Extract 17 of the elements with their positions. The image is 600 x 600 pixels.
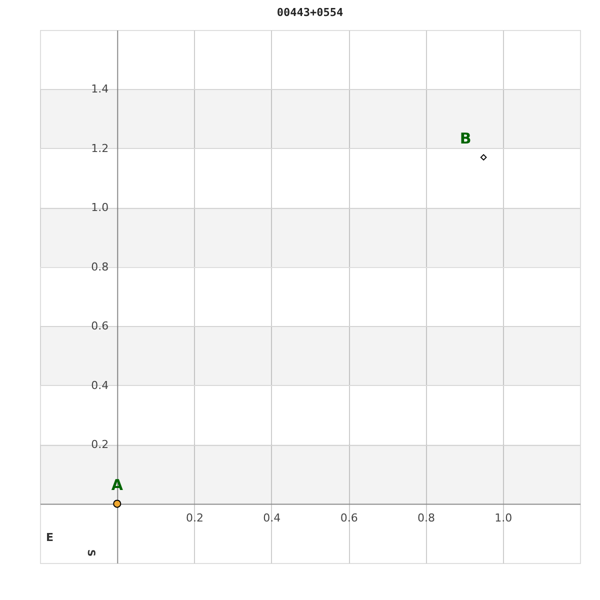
x-tick-label: 0.8 <box>417 511 435 524</box>
y-tick-label: 0.2 <box>91 438 109 452</box>
y-tick-label: 1.2 <box>91 142 109 155</box>
y-tick-label: 1.0 <box>91 201 109 214</box>
annotation: E <box>46 531 54 544</box>
x-tick-label: 0.4 <box>263 511 281 524</box>
series-label: A <box>111 476 124 494</box>
annotation: S <box>85 549 96 557</box>
x-tick-label: 0.6 <box>340 511 358 524</box>
y-tick-label: 0.6 <box>91 320 109 333</box>
y-tick-label: 0.4 <box>91 378 109 392</box>
series-label: B <box>460 129 472 148</box>
x-tick-label: 1.0 <box>494 511 512 524</box>
y-tick-label: 0.8 <box>91 260 109 274</box>
chart-title: 00443+0554 <box>276 6 344 19</box>
y-tick-label: 1.4 <box>91 82 109 96</box>
x-tick-label: 0.2 <box>186 511 204 524</box>
